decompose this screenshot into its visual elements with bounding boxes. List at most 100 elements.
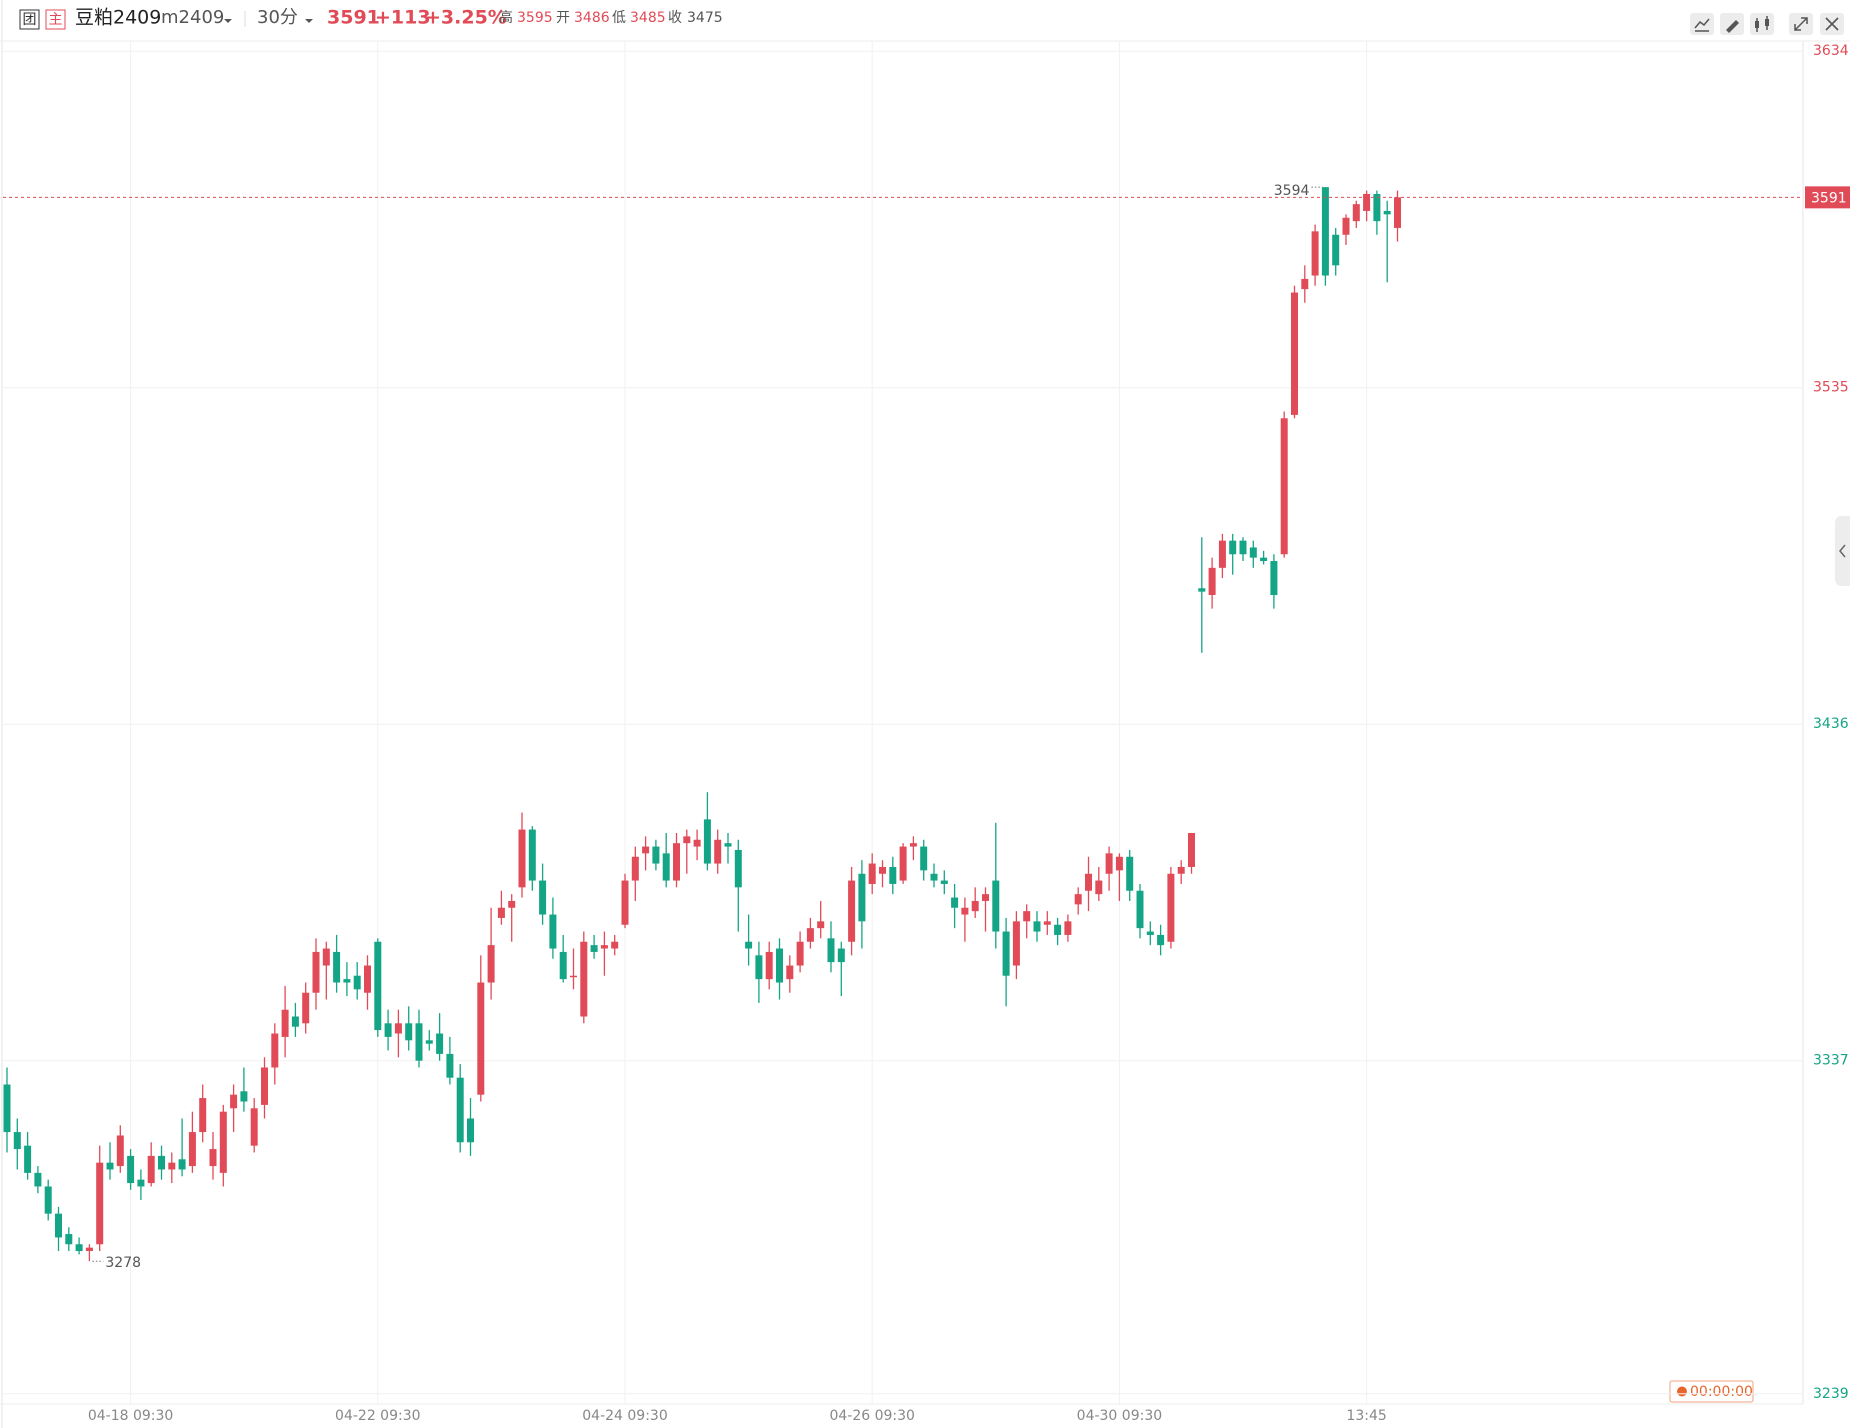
- change-pct: +3.25%: [425, 7, 507, 29]
- tool-icon[interactable]: [1755, 21, 1759, 28]
- candle-body: [302, 992, 310, 1024]
- tool-button[interactable]: [1750, 13, 1774, 35]
- candle-body: [1115, 856, 1123, 871]
- dropdown-arrow[interactable]: [224, 19, 232, 23]
- candle-body: [96, 1162, 104, 1245]
- candle-body: [1126, 856, 1134, 891]
- candle-body: [1218, 540, 1226, 568]
- period[interactable]: 30分: [257, 7, 298, 28]
- candle-body: [1394, 197, 1401, 228]
- candle-body: [1033, 921, 1041, 932]
- candle-body: [971, 900, 979, 912]
- candle-body: [199, 1098, 207, 1133]
- candle-body: [1229, 540, 1237, 555]
- candle-body: [982, 894, 989, 901]
- candle-body: [425, 1040, 433, 1044]
- candle-body: [75, 1244, 83, 1252]
- last-price: 3591: [327, 7, 380, 29]
- tool-icon[interactable]: [1765, 19, 1769, 26]
- side-tab-icon[interactable]: [1839, 544, 1846, 558]
- candle-body: [1249, 547, 1257, 558]
- candle-body: [1208, 567, 1216, 596]
- candle-body: [940, 880, 948, 884]
- tool-icon[interactable]: [1794, 17, 1808, 31]
- candle-body: [209, 1149, 217, 1167]
- stat-label: 低: [612, 10, 626, 26]
- candle-body: [65, 1234, 73, 1245]
- candle-body: [3, 1084, 11, 1133]
- candle-body: [559, 951, 567, 980]
- candle-body: [168, 1162, 176, 1170]
- candle-body: [508, 900, 516, 908]
- candle-body: [580, 941, 588, 1017]
- candle-body: [590, 945, 598, 952]
- icon-box[interactable]: [45, 9, 66, 30]
- max-label: 3594: [1274, 183, 1310, 199]
- x-tick-label: 04-22 09:30: [335, 1408, 420, 1424]
- candle-body: [116, 1135, 124, 1167]
- candle-body: [250, 1108, 258, 1146]
- candle-body: [734, 849, 742, 888]
- candle-body: [240, 1091, 248, 1102]
- candle-body: [1054, 924, 1062, 935]
- candle-body: [13, 1132, 21, 1150]
- code[interactable]: m2409: [161, 7, 224, 28]
- candle-body: [611, 941, 619, 949]
- candle-body: [549, 914, 557, 949]
- candle-body: [1301, 278, 1309, 290]
- candle-body: [230, 1094, 238, 1109]
- candle-body: [1291, 292, 1298, 415]
- x-tick-label: 04-18 09:30: [88, 1408, 173, 1424]
- candle-body: [621, 880, 629, 925]
- candle-body: [1363, 193, 1371, 211]
- symbol[interactable]: 豆粕2409: [75, 7, 161, 29]
- candle-body: [837, 948, 845, 963]
- candle-body: [477, 982, 485, 1095]
- candle-body: [1198, 588, 1206, 592]
- plot: 3239 3337 3436 3535 3634 04-18 09:30 04-22 09:…: [3, 41, 1850, 1424]
- candle-body: [961, 907, 969, 915]
- timer-box: [1669, 1380, 1754, 1403]
- icon-label[interactable]: 主: [49, 12, 63, 28]
- icon-label[interactable]: 团: [23, 12, 37, 28]
- candle-body: [570, 975, 577, 978]
- timer-icon: [1677, 1386, 1687, 1397]
- candle-body: [158, 1155, 165, 1170]
- x-tick-label: 04-30 09:30: [1077, 1408, 1162, 1424]
- candle-body: [44, 1186, 52, 1214]
- candle-body: [364, 965, 371, 993]
- candle-body: [879, 866, 886, 874]
- candle-body: [642, 846, 650, 854]
- icon-box[interactable]: [19, 9, 40, 30]
- candle-body: [1383, 210, 1391, 215]
- candle-body: [930, 873, 938, 881]
- candle-body: [24, 1145, 32, 1173]
- last-price-label: 3591: [1811, 190, 1847, 206]
- candle-body: [817, 921, 825, 929]
- side-tab[interactable]: [1835, 516, 1850, 586]
- candle-body: [796, 941, 804, 966]
- dropdown-arrow[interactable]: [305, 19, 313, 23]
- candle-body: [673, 843, 680, 881]
- candle-body: [467, 1118, 474, 1143]
- candle-body: [858, 873, 866, 922]
- candle-body: [384, 1023, 392, 1037]
- candle-body: [765, 951, 773, 980]
- candle-body: [755, 955, 763, 980]
- candle-body: [1352, 204, 1360, 222]
- tool-icon[interactable]: [1825, 17, 1839, 31]
- candle-body: [745, 941, 753, 949]
- stat-value: 3595: [517, 10, 553, 26]
- x-tick-label: 04-26 09:30: [829, 1408, 914, 1424]
- tool-icon[interactable]: [1694, 18, 1710, 32]
- timer: 00:00:00: [1690, 1384, 1753, 1400]
- tool-icon[interactable]: [1726, 20, 1739, 33]
- candle-body: [1311, 231, 1319, 276]
- candle-body: [405, 1023, 413, 1041]
- candle-body: [1085, 873, 1092, 891]
- candle-body: [137, 1179, 145, 1187]
- candle-body: [333, 951, 341, 983]
- candle-body: [806, 928, 814, 942]
